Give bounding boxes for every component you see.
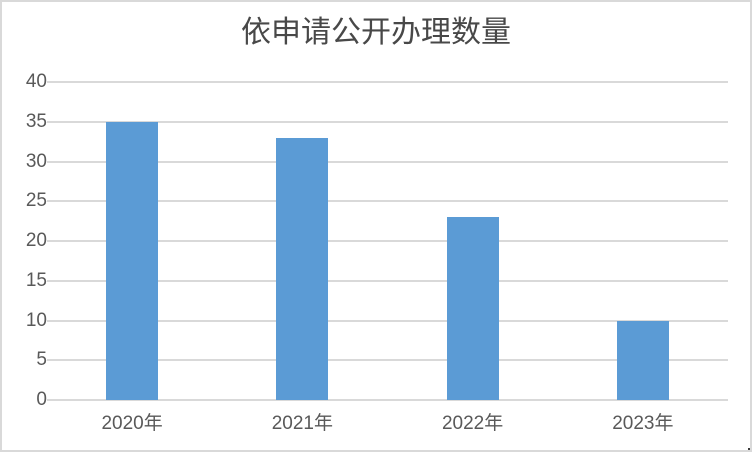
bar-2023年[interactable] [616,320,669,400]
y-axis-label: 5 [36,349,47,371]
y-axis-label: 15 [25,269,47,291]
gridline-20 [47,240,728,242]
y-axis-label: 20 [25,230,47,251]
gridline-35 [47,120,728,123]
bar-2021年[interactable] [276,137,329,400]
bar-2020年[interactable] [106,121,159,400]
gridline-30 [47,160,728,163]
y-axis-label: 40 [25,71,47,92]
x-axis-label-2020年: 2020年 [101,413,163,434]
corner-artifact [748,448,750,450]
y-axis-label: 0 [36,389,47,410]
y-axis-label: 25 [25,190,47,212]
x-axis-label-2023年: 2023年 [612,413,674,434]
y-axis-label: 10 [25,309,47,331]
gridline-25 [47,200,728,203]
bar-2022年[interactable] [446,217,499,400]
gridline-0 [47,399,728,401]
gridline-10 [47,319,728,322]
gridline-5 [47,359,728,362]
x-axis-label-2022年: 2022年 [441,413,504,434]
y-axis-label: 35 [25,110,47,132]
gridline-15 [47,279,728,282]
y-axis-label: 30 [25,150,47,172]
x-axis-label-2021年: 2021年 [271,413,334,434]
gridline-40 [47,81,728,83]
chart-title: 依申请公开办理数量 [241,15,511,50]
